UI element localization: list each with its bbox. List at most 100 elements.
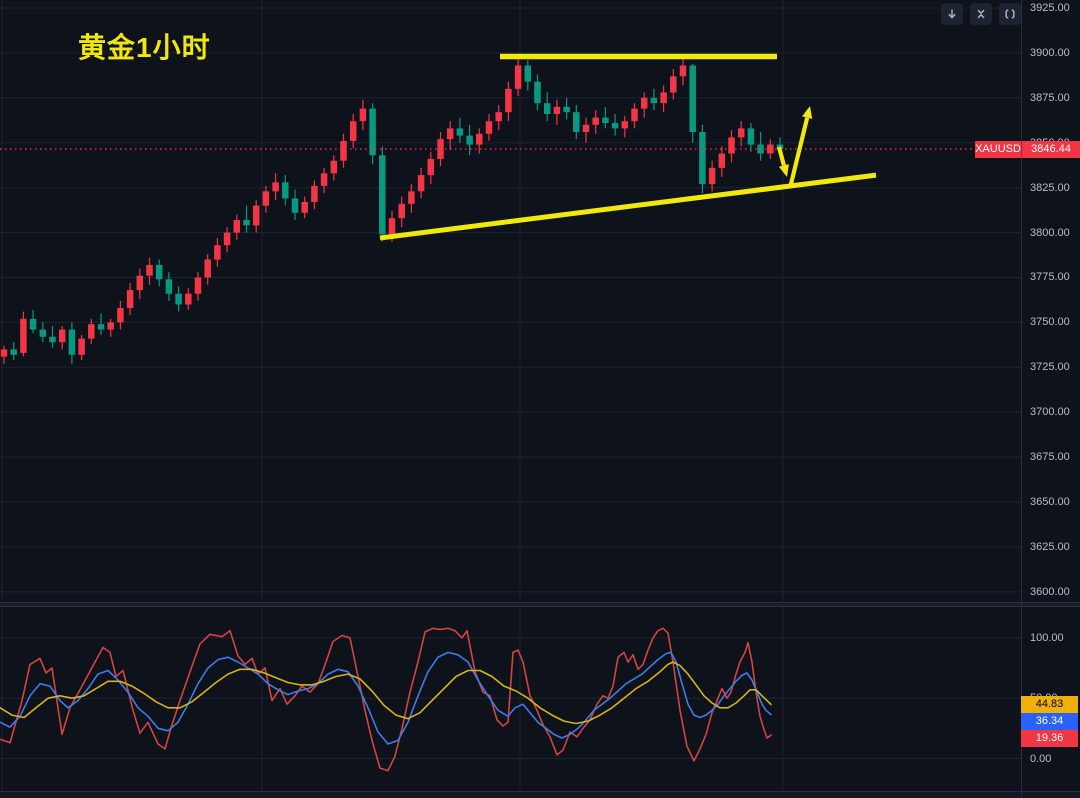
kdj-line-J bbox=[0, 627, 772, 772]
candle-body bbox=[291, 198, 299, 213]
kdj-j-value-badge: 19.36 bbox=[1021, 729, 1078, 747]
price-axis-label: 3675.00 bbox=[1030, 451, 1070, 464]
candle-body bbox=[602, 117, 609, 123]
candle-body bbox=[388, 218, 396, 235]
candle-body bbox=[282, 182, 289, 199]
candle-body bbox=[49, 336, 56, 343]
support-trendline[interactable] bbox=[379, 172, 877, 241]
down-arrow[interactable] bbox=[776, 146, 786, 166]
candle-body bbox=[670, 76, 677, 93]
candle-body bbox=[689, 65, 696, 132]
price-axis-label: 3750.00 bbox=[1030, 316, 1070, 329]
candle-body bbox=[427, 158, 435, 176]
maximize-pane-button[interactable] bbox=[999, 3, 1021, 25]
user-drawings[interactable] bbox=[379, 53, 877, 241]
kdj-line-D bbox=[0, 661, 772, 725]
candle-body bbox=[553, 106, 561, 114]
current-price-value: 3846.44 bbox=[1022, 140, 1080, 158]
time-axis[interactable] bbox=[0, 791, 1080, 798]
kdj-indicator-chart[interactable] bbox=[0, 607, 1021, 791]
candle-body bbox=[20, 318, 27, 353]
price-axis-label: 3700.00 bbox=[1030, 406, 1070, 419]
candle-body bbox=[175, 293, 182, 305]
candle-body bbox=[563, 106, 570, 113]
candle-body bbox=[456, 128, 464, 136]
candle-body bbox=[398, 203, 405, 219]
candle-body bbox=[146, 264, 153, 276]
candle-body bbox=[524, 65, 532, 82]
down-arrow-head[interactable] bbox=[778, 164, 789, 177]
candle-body bbox=[631, 108, 638, 122]
price-axis-label: 3625.00 bbox=[1030, 540, 1070, 553]
candle-body bbox=[728, 137, 735, 154]
candle-body bbox=[543, 103, 551, 114]
candle-body bbox=[582, 124, 590, 132]
price-axis-label: 3825.00 bbox=[1030, 181, 1070, 194]
price-axis[interactable]: 3925.003900.003875.003850.003825.003800.… bbox=[1021, 0, 1080, 798]
up-arrow-head[interactable] bbox=[802, 106, 813, 119]
candle-body bbox=[311, 185, 318, 203]
kdj-line-K bbox=[0, 651, 772, 745]
candle-body bbox=[359, 108, 367, 122]
main-gridlines bbox=[0, 0, 1021, 602]
chart-title: 黄金1小时 bbox=[78, 32, 211, 63]
price-axis-label: 3650.00 bbox=[1030, 496, 1070, 509]
candle-body bbox=[10, 349, 17, 355]
candle-body bbox=[155, 264, 163, 280]
candle-body bbox=[97, 324, 105, 330]
kdj-d-value-badge: 44.83 bbox=[1021, 695, 1078, 713]
candle-body bbox=[476, 133, 483, 145]
candle-body bbox=[640, 97, 648, 109]
candle-body bbox=[708, 167, 716, 185]
price-axis-label: 3600.00 bbox=[1030, 585, 1070, 598]
candle-body bbox=[107, 322, 114, 330]
candle-body bbox=[611, 123, 619, 129]
candle-body bbox=[252, 205, 260, 226]
candle-body bbox=[505, 88, 512, 113]
price-axis-label: 3925.00 bbox=[1030, 2, 1070, 14]
candle-body bbox=[126, 290, 134, 309]
candle-body bbox=[204, 259, 211, 278]
candle-body bbox=[650, 97, 658, 104]
candle-body bbox=[466, 135, 473, 145]
kdj-axis-label: 100.00 bbox=[1030, 631, 1064, 644]
collapse-pane-button[interactable] bbox=[970, 3, 992, 25]
candle-body bbox=[58, 329, 66, 343]
candle-body bbox=[699, 132, 706, 185]
candle-body bbox=[272, 182, 279, 192]
candle-body bbox=[136, 275, 144, 291]
main-price-chart[interactable] bbox=[0, 0, 1021, 602]
candle-body bbox=[243, 220, 250, 226]
candle-body bbox=[485, 121, 493, 134]
kdj-axis-label: 0.00 bbox=[1030, 752, 1052, 765]
candle-body bbox=[340, 140, 347, 161]
candle-body bbox=[718, 153, 726, 168]
candle-body bbox=[185, 293, 192, 305]
candle-body bbox=[39, 329, 47, 337]
candle-body bbox=[320, 173, 328, 186]
candle-body bbox=[349, 121, 357, 141]
price-axis-label: 3775.00 bbox=[1030, 271, 1070, 284]
candle-body bbox=[223, 232, 231, 246]
candle-body bbox=[165, 279, 173, 294]
price-axis-label: 3875.00 bbox=[1030, 91, 1070, 104]
candle-body bbox=[29, 318, 37, 330]
pane-separator[interactable] bbox=[0, 602, 1080, 607]
candle-body bbox=[747, 128, 755, 145]
price-axis-label: 3725.00 bbox=[1030, 361, 1070, 374]
pane-button-group bbox=[941, 3, 1021, 25]
move-pane-down-button[interactable] bbox=[941, 3, 963, 25]
candle-body bbox=[0, 349, 8, 357]
candle-body bbox=[573, 112, 580, 132]
kdj-k-value-badge: 36.34 bbox=[1021, 712, 1078, 730]
current-price-badge: XAUUSD 3846.44 bbox=[975, 140, 1080, 158]
candle-body bbox=[621, 121, 629, 129]
candle-body bbox=[233, 220, 241, 233]
symbol-label: XAUUSD bbox=[975, 140, 1022, 158]
candle-body bbox=[301, 202, 308, 213]
up-arrow[interactable] bbox=[788, 117, 810, 185]
candle-body bbox=[446, 128, 454, 140]
candle-body bbox=[379, 155, 386, 235]
candle-body bbox=[214, 245, 221, 260]
